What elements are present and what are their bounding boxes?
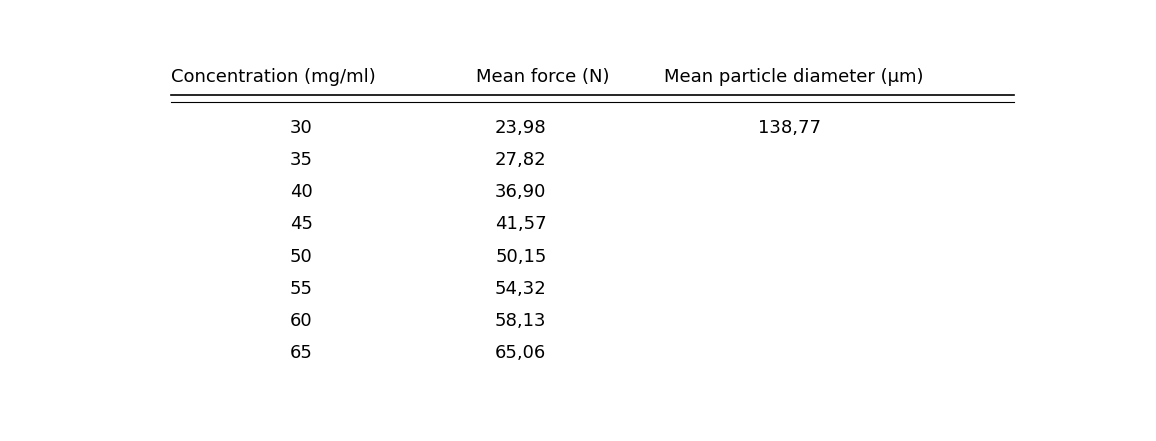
Text: 40: 40 [290, 183, 312, 201]
Text: 45: 45 [290, 215, 313, 233]
Text: Concentration (mg/ml): Concentration (mg/ml) [171, 67, 376, 86]
Text: 27,82: 27,82 [495, 151, 547, 169]
Text: 54,32: 54,32 [495, 280, 547, 298]
Text: Mean particle diameter (μm): Mean particle diameter (μm) [665, 67, 924, 86]
Text: 35: 35 [290, 151, 313, 169]
Text: 65: 65 [290, 344, 313, 363]
Text: 50: 50 [290, 248, 312, 265]
Text: 30: 30 [290, 119, 312, 137]
Text: 36,90: 36,90 [495, 183, 547, 201]
Text: 58,13: 58,13 [495, 312, 547, 330]
Text: Mean force (N): Mean force (N) [476, 67, 609, 86]
Text: 138,77: 138,77 [758, 119, 821, 137]
Text: 60: 60 [290, 312, 312, 330]
Text: 50,15: 50,15 [495, 248, 547, 265]
Text: 23,98: 23,98 [495, 119, 547, 137]
Text: 55: 55 [290, 280, 313, 298]
Text: 65,06: 65,06 [495, 344, 547, 363]
Text: 41,57: 41,57 [495, 215, 547, 233]
